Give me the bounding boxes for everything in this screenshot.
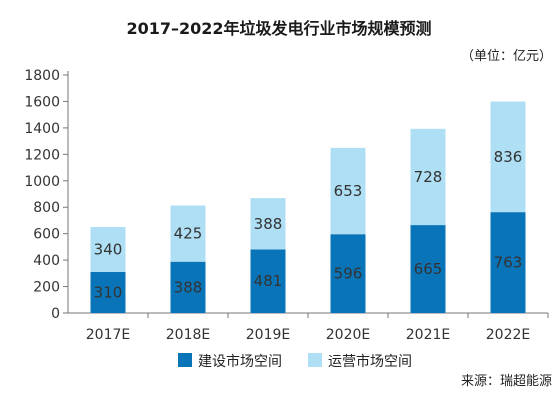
chart-title: 2017–2022年垃圾发电行业市场规模预测 [126,19,431,38]
data-label: 836 [494,148,523,166]
y-tick-label: 0 [51,306,60,322]
y-tick-label: 1200 [24,147,60,163]
y-tick-label: 600 [33,227,60,243]
x-tick-label: 2022E [486,327,530,343]
bar-segment [90,227,126,273]
legend-swatch [178,353,192,367]
bar-segment [170,261,206,313]
y-tick-label: 200 [33,280,60,296]
source-label: 来源：瑞超能源 [461,374,552,389]
y-tick-label: 1000 [24,174,60,190]
data-label: 481 [254,272,283,290]
data-label: 763 [494,254,523,272]
data-label: 728 [414,168,443,186]
x-tick-label: 2019E [246,327,290,343]
legend: 建设市场空间 运营市场空间 [178,353,412,370]
bar-segment [90,272,126,313]
legend-swatch [308,353,322,367]
bar-segment [490,101,526,213]
unit-label: （单位：亿元） [461,49,552,64]
axes: 0 200 400 600 800 1000 1200 1400 1600 1800 2017E 20… [24,68,549,343]
x-tick-label: 2020E [326,327,370,343]
y-tick-label: 800 [33,200,60,216]
bar-segment [330,147,366,235]
x-tick-label: 2017E [86,327,130,343]
legend-label: 运营市场空间 [328,353,412,370]
data-label: 653 [334,182,363,200]
y-tick-label: 1600 [24,94,60,110]
data-label: 388 [254,215,283,233]
data-label: 388 [174,278,203,296]
bar-segment [250,249,286,313]
bar-segment [330,234,366,313]
y-tick-label: 400 [33,253,60,269]
legend-label: 建设市场空间 [198,353,282,370]
y-tick-label: 1800 [24,68,60,84]
x-tick-label: 2018E [166,327,210,343]
data-label: 596 [334,265,363,283]
data-label: 425 [174,225,203,243]
x-tick-label: 2021E [406,327,450,343]
data-label: 665 [414,260,443,278]
data-label: 310 [94,284,123,302]
data-label: 340 [94,241,123,259]
bar-segment [410,128,446,226]
y-tick-label: 1400 [24,121,60,137]
bar-segment [250,198,286,250]
bar-segment [410,225,446,313]
bars: 310 340 388 425 481 388 596 653 665 728 763 836 [90,101,526,313]
bar-segment [490,212,526,313]
bar-segment [170,205,206,262]
